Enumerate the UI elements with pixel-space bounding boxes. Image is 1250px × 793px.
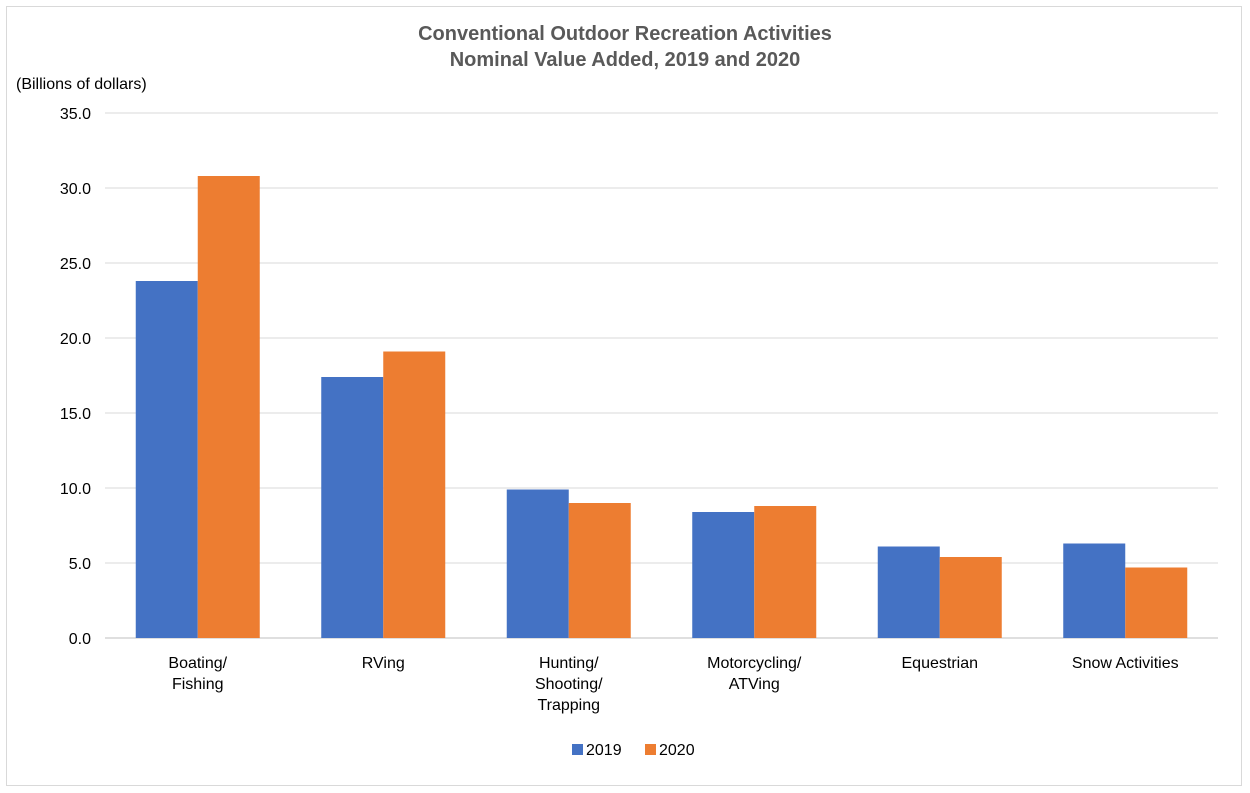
y-tick-label: 15.0 <box>60 406 91 423</box>
legend-swatch-2019 <box>572 744 583 755</box>
x-category-label: RVing <box>362 655 405 672</box>
y-tick-label: 20.0 <box>60 331 91 348</box>
bar-2019-3 <box>692 512 755 638</box>
legend-label-2019: 2019 <box>586 742 622 759</box>
x-category-label: Snow Activities <box>1072 655 1179 672</box>
y-tick-label: 0.0 <box>69 631 91 648</box>
y-tick-label: 35.0 <box>60 106 91 123</box>
bar-2020-0 <box>197 176 260 638</box>
bar-2019-0 <box>135 281 198 638</box>
y-tick-label: 30.0 <box>60 181 91 198</box>
legend: 2019 2020 <box>572 742 695 759</box>
chart-title: Conventional Outdoor Recreation Activiti… <box>418 23 832 71</box>
x-axis-categories: Boating/Fishing RVing Hunting/Shooting/Tra… <box>168 655 1178 714</box>
x-category-label: Boating/ <box>168 655 227 672</box>
y-tick-label: 5.0 <box>69 556 91 573</box>
bar-2019-2 <box>506 489 569 638</box>
bar-2019-1 <box>321 377 384 638</box>
bar-2020-1 <box>383 351 446 638</box>
x-category-label: Equestrian <box>902 655 979 672</box>
legend-swatch-2020 <box>645 744 656 755</box>
bars <box>135 176 1188 638</box>
legend-label-2020: 2020 <box>659 742 695 759</box>
x-category-label: Motorcycling/ <box>707 655 802 672</box>
chart-title-line: Nominal Value Added, 2019 and 2020 <box>450 49 801 71</box>
y-tick-label: 10.0 <box>60 481 91 498</box>
x-category-label: ATVing <box>729 676 780 693</box>
x-category-label: Shooting/ <box>535 676 603 693</box>
bar-2019-4 <box>877 546 940 638</box>
bar-2020-2 <box>568 503 631 638</box>
bar-2020-3 <box>754 506 817 638</box>
gridlines: 0.0 5.0 10.0 15.0 20.0 25.0 30.0 35.0 <box>60 106 1218 648</box>
y-axis-unit-label: (Billions of dollars) <box>16 76 147 93</box>
x-category-label: Trapping <box>537 697 600 714</box>
bar-2020-5 <box>1125 567 1188 638</box>
y-tick-label: 25.0 <box>60 256 91 273</box>
bar-2020-4 <box>939 557 1002 638</box>
x-category-label: Fishing <box>172 676 224 693</box>
x-category-label: Hunting/ <box>539 655 599 672</box>
chart-title-line: Conventional Outdoor Recreation Activiti… <box>418 23 832 45</box>
bar-2019-5 <box>1063 543 1126 638</box>
